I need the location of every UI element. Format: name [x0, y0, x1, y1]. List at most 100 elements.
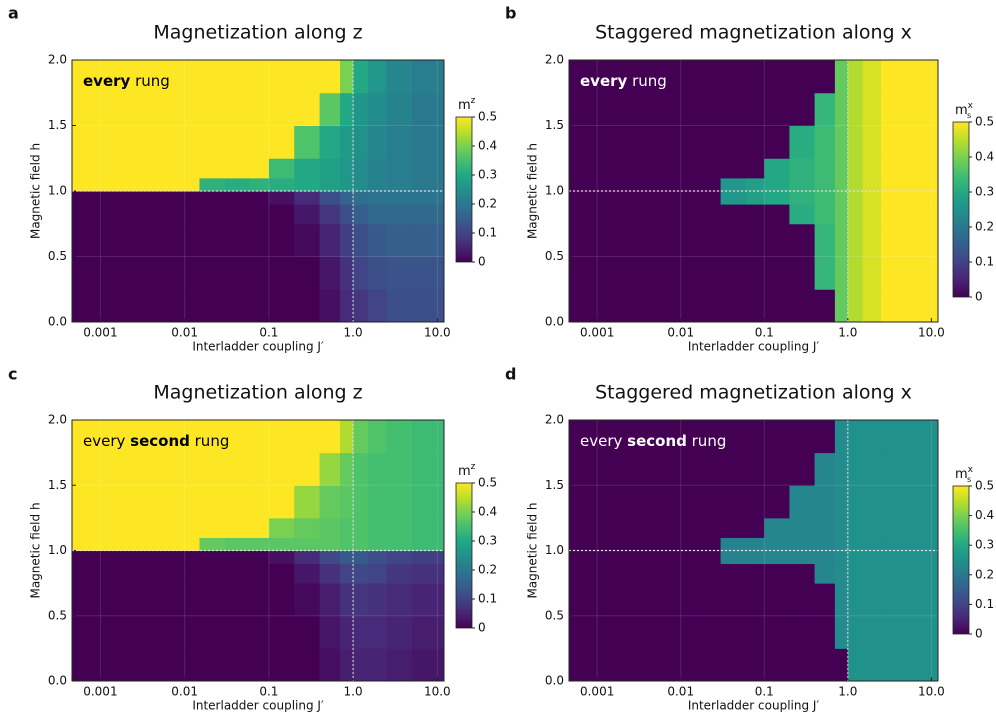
heat-cell [224, 256, 251, 290]
heat-cell [834, 92, 849, 126]
heat-cell [250, 92, 270, 126]
heat-cell [250, 177, 270, 192]
heat-cell [72, 191, 142, 205]
heat-cell [268, 485, 295, 519]
y-tick-label: 0.5 [545, 249, 564, 263]
heat-cell [294, 550, 321, 565]
heat-cell [906, 452, 939, 486]
heat-cell [224, 452, 251, 486]
heat-cell [411, 191, 445, 205]
heat-cell [386, 289, 413, 323]
heat-cell [834, 256, 849, 290]
colorbar [455, 116, 473, 263]
x-tick-label: 10.0 [424, 685, 451, 699]
heat-cell [847, 517, 864, 538]
heat-cell [881, 158, 907, 179]
heat-cell [862, 537, 882, 551]
heat-cell [319, 256, 341, 290]
heat-cell [862, 289, 882, 323]
heat-cell [745, 563, 765, 584]
colorbar-tick-label: 0 [975, 627, 983, 641]
heat-cell [199, 563, 226, 584]
heat-cell [764, 452, 790, 486]
heat-cell [720, 485, 747, 519]
heat-cell [224, 420, 251, 454]
heat-cell [764, 177, 790, 192]
x-tick-label: 1.0 [838, 326, 857, 340]
heat-cell [250, 289, 270, 323]
heat-cell [745, 158, 765, 179]
heat-cell [72, 177, 142, 192]
heat-cell [353, 223, 369, 257]
heat-cell [745, 648, 765, 682]
heat-cell [745, 125, 765, 159]
heat-cell [695, 452, 722, 486]
colorbar [455, 482, 473, 629]
heat-cell [881, 92, 907, 126]
heat-cell [386, 420, 413, 454]
heat-cell [294, 60, 321, 94]
heat-cell [906, 583, 939, 617]
colorbar-tick-label: 0.5 [975, 115, 994, 129]
heat-cell [906, 537, 939, 551]
heat-cell [637, 485, 696, 519]
heat-cell [637, 563, 696, 584]
heat-cell [367, 289, 388, 323]
heat-cell [834, 563, 849, 584]
heat-cell [881, 485, 907, 519]
heat-cell [745, 537, 765, 551]
heat-cell [268, 158, 295, 179]
heat-cell [386, 452, 413, 486]
heat-cell [340, 92, 354, 126]
heat-cell [764, 125, 790, 159]
annotation-run: second [130, 432, 190, 450]
colorbar [952, 485, 970, 635]
heat-cell [834, 550, 849, 565]
colorbar-tick-label: 0.1 [975, 255, 994, 269]
heat-cell [881, 256, 907, 290]
heat-cell [268, 615, 295, 649]
heat-cell [569, 563, 638, 584]
heat-cell [789, 289, 816, 323]
heat-cell [140, 615, 200, 649]
heat-cell [906, 191, 939, 205]
heat-cell [881, 191, 907, 205]
heat-cell [745, 583, 765, 617]
y-tick-label: 0.5 [48, 249, 67, 263]
heat-cell [367, 191, 388, 205]
heat-cell [745, 485, 765, 519]
colorbar-label: mx s [955, 465, 974, 484]
heat-cell [881, 177, 907, 192]
heat-cell [881, 420, 907, 454]
heat-cell [569, 648, 638, 682]
heat-cell [72, 223, 142, 257]
heat-cell [386, 256, 413, 290]
heat-cell [881, 60, 907, 94]
heat-cell [353, 550, 369, 565]
chart-title: Staggered magnetization along x [595, 382, 912, 404]
heat-cell [340, 223, 354, 257]
heat-cell [199, 517, 226, 538]
x-axis-label: Interladder coupling J′ [192, 340, 324, 354]
y-tick-label: 0.0 [545, 315, 564, 329]
heat-cell [881, 452, 907, 486]
heat-cell [268, 289, 295, 323]
heat-cell [847, 420, 864, 454]
annotation: every second rung [83, 432, 229, 450]
heat-cell [353, 256, 369, 290]
heat-cell [637, 583, 696, 617]
heat-cell [72, 158, 142, 179]
heat-cell [906, 420, 939, 454]
heat-cell [847, 289, 864, 323]
heat-cell [140, 452, 200, 486]
heat-cell [199, 177, 226, 192]
heat-cell [569, 256, 638, 290]
annotation-run: every [580, 72, 628, 90]
heat-cell [353, 158, 369, 179]
heat-cell [367, 125, 388, 159]
annotation-run: rung [190, 432, 229, 450]
heat-cell [637, 517, 696, 538]
x-tick-label: 0.001 [580, 685, 614, 699]
panel-label: a [8, 4, 19, 23]
heat-cell [411, 125, 445, 159]
